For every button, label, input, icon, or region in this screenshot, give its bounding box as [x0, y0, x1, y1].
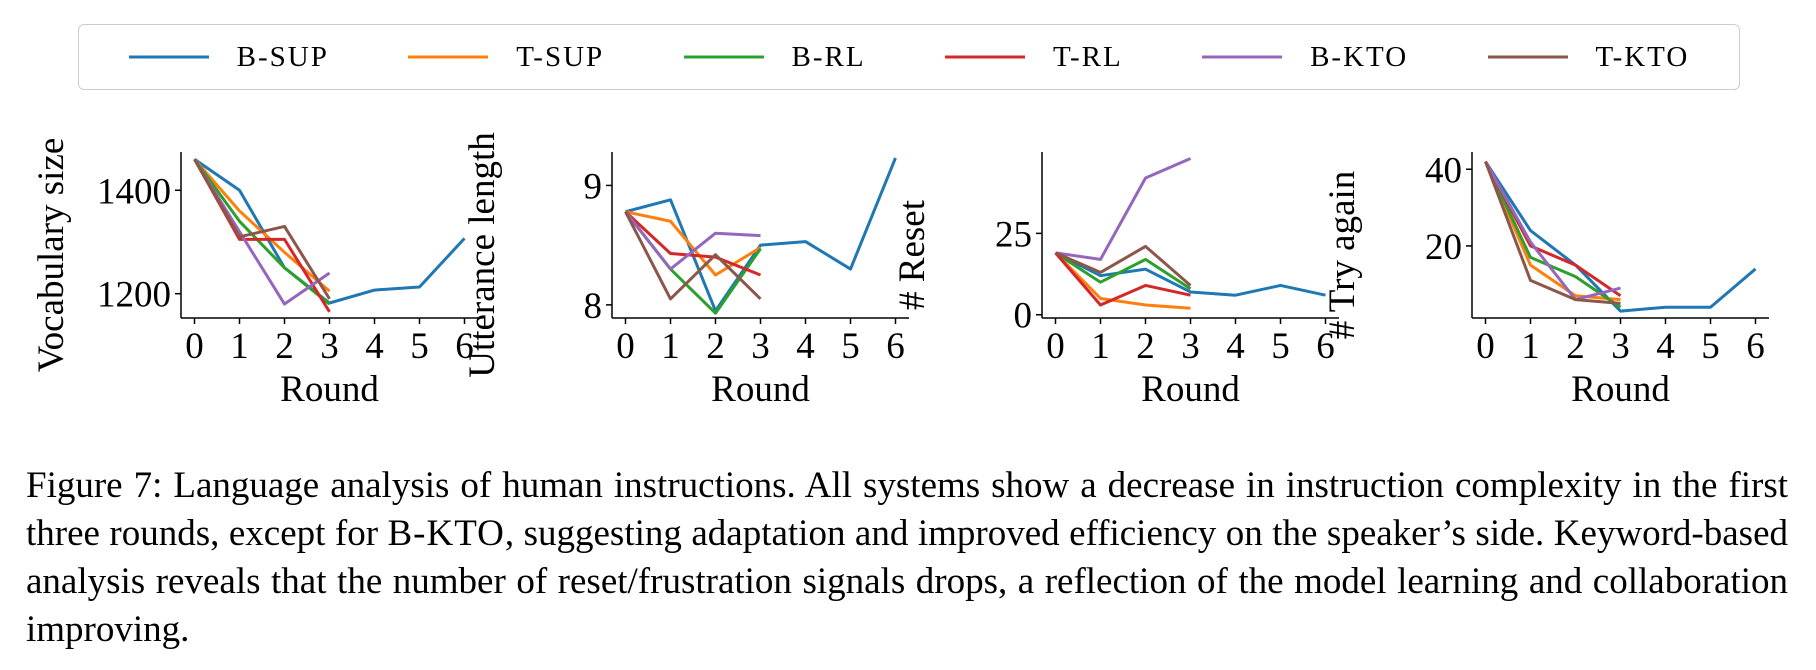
- x-axis-label: Round: [711, 369, 810, 410]
- x-tick-label: 4: [796, 326, 815, 367]
- x-tick-label: 1: [1091, 326, 1110, 367]
- caption-text: , suggesting adaptation and improved eff…: [26, 513, 1788, 650]
- legend-label: T-SUP: [516, 40, 605, 73]
- y-axis-label: # Try again: [1322, 171, 1363, 340]
- legend-swatch: [1202, 55, 1283, 59]
- x-tick-label: 3: [320, 326, 339, 367]
- series-line: T-RL: [624, 210, 762, 277]
- legend-item: T-RL: [944, 40, 1123, 74]
- legend-swatch: [1487, 55, 1568, 59]
- x-tick-label: 2: [1566, 326, 1585, 367]
- x-tick-label: 4: [1226, 326, 1245, 367]
- y-axis-label: Utterance length: [462, 132, 503, 378]
- x-tick-label: 6: [1316, 326, 1335, 367]
- legend-label: T-KTO: [1595, 40, 1690, 73]
- legend: B-SUP T-SUP B-RL T-RL B-KTO T-KTO: [78, 24, 1740, 90]
- series-line: T-KTO: [1484, 161, 1621, 305]
- legend-label: B-RL: [791, 40, 866, 73]
- legend-item: B-SUP: [128, 40, 329, 74]
- caption-text: Figure 7: Language analysis of human ins…: [26, 465, 1788, 554]
- legend-swatch: [408, 55, 489, 59]
- x-tick-label: 2: [1136, 326, 1155, 367]
- x-tick-label: 0: [185, 326, 204, 367]
- series-line: B-SUP: [625, 157, 897, 313]
- legend-item: T-SUP: [408, 41, 604, 74]
- x-tick-label: 5: [410, 326, 429, 367]
- x-tick-label: 5: [1701, 326, 1720, 367]
- y-axis-label: Vocabulary size: [31, 138, 72, 373]
- x-tick-label: 1: [661, 326, 680, 367]
- subplot: 8 9 0 1 2 3 4 5 6 Round Utterance length B-SUPT-SUP…: [462, 132, 909, 410]
- caption-system: B-KTO: [387, 513, 505, 554]
- series-line: T-SUP: [193, 158, 331, 293]
- y-tick-label: 1200: [97, 275, 171, 316]
- legend-label: T-RL: [1052, 40, 1123, 73]
- x-tick-label: 1: [1521, 326, 1540, 367]
- legend-label: B-KTO: [1310, 40, 1409, 73]
- series-line: T-KTO: [1054, 244, 1192, 287]
- legend-label: B-SUP: [236, 40, 329, 73]
- y-tick-label: 8: [584, 286, 603, 327]
- x-tick-label: 6: [1746, 326, 1765, 367]
- y-tick-label: 25: [995, 214, 1032, 255]
- x-axis-label: Round: [280, 369, 379, 410]
- y-tick-label: 0: [1014, 296, 1033, 337]
- series-line: T-KTO: [193, 158, 331, 300]
- series-line: T-SUP: [625, 210, 762, 277]
- x-tick-label: 3: [1611, 326, 1630, 367]
- series-line: T-RL: [1484, 160, 1622, 298]
- series-line: B-KTO: [624, 210, 761, 271]
- series-line: B-KTO: [1055, 157, 1192, 261]
- y-tick-label: 20: [1425, 227, 1462, 268]
- series-line: T-KTO: [624, 211, 762, 301]
- series-line: B-KTO: [1484, 160, 1621, 302]
- series-line: B-SUP: [1054, 251, 1326, 297]
- x-tick-label: 4: [1656, 326, 1675, 367]
- series-line: T-SUP: [1484, 160, 1621, 302]
- y-axis-label: # Reset: [892, 199, 933, 310]
- series-line: B-RL: [624, 210, 762, 315]
- x-tick-label: 3: [1181, 326, 1200, 367]
- series-line: B-SUP: [1484, 160, 1757, 313]
- x-tick-label: 0: [1476, 326, 1495, 367]
- x-tick-label: 4: [365, 326, 384, 367]
- series-line: T-RL: [1054, 251, 1191, 307]
- x-tick-label: 1: [230, 326, 249, 367]
- legend-swatch: [683, 55, 764, 59]
- legend-item: T-KTO: [1487, 40, 1690, 74]
- subplot: 20 40 0 1 2 3 4 5 6 Round # Try again B-SUPT-SUPB-R…: [1322, 150, 1769, 410]
- series-line: T-SUP: [1054, 251, 1191, 310]
- legend-swatch: [944, 55, 1025, 59]
- x-tick-label: 0: [1046, 326, 1065, 367]
- x-tick-label: 0: [616, 326, 635, 367]
- series-line: B-RL: [1484, 160, 1622, 309]
- x-tick-label: 2: [706, 326, 725, 367]
- legend-swatch: [128, 55, 209, 59]
- legend-item: B-KTO: [1202, 41, 1408, 74]
- y-tick-label: 1400: [97, 171, 171, 212]
- x-tick-label: 2: [275, 326, 294, 367]
- x-tick-label: 5: [841, 326, 860, 367]
- x-tick-label: 3: [751, 326, 770, 367]
- series-line: B-RL: [193, 158, 331, 306]
- x-tick-label: 6: [455, 326, 474, 367]
- y-tick-label: 9: [584, 166, 603, 207]
- x-tick-label: 6: [886, 326, 905, 367]
- series-line: B-RL: [1054, 251, 1192, 290]
- x-axis-label: Round: [1141, 369, 1240, 410]
- y-tick-label: 40: [1425, 150, 1462, 191]
- legend-item: B-RL: [683, 40, 866, 74]
- x-axis-label: Round: [1571, 369, 1670, 410]
- x-tick-label: 5: [1271, 326, 1290, 367]
- caption: Figure 7: Language analysis of human ins…: [26, 462, 1788, 654]
